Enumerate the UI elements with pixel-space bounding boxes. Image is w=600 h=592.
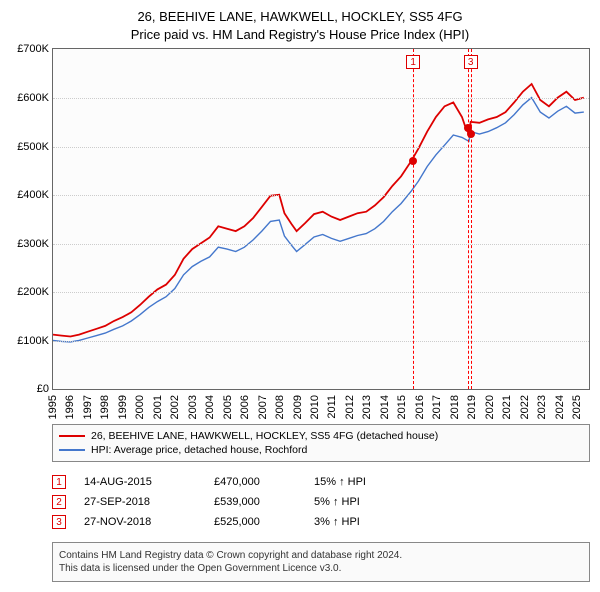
marker-table-row: 1 14-AUG-2015£470,00015% ↑ HPI [52, 472, 590, 492]
xtick-label: 1995 [47, 395, 59, 419]
marker-price: £470,000 [214, 476, 314, 488]
sale-marker-vline [413, 49, 414, 389]
ytick-label: £0 [37, 383, 49, 395]
ytick-label: £500K [17, 141, 49, 153]
series-hpi [53, 98, 584, 342]
legend-swatch [59, 435, 85, 437]
footer-line-1: Contains HM Land Registry data © Crown c… [59, 549, 583, 562]
gridline-h [53, 98, 589, 99]
marker-table-box: 3 [52, 515, 66, 529]
xtick-label: 1996 [64, 395, 76, 419]
sale-marker-vline [468, 49, 469, 389]
xtick-label: 2007 [257, 395, 269, 419]
xtick-label: 2000 [134, 395, 146, 419]
marker-table-row: 3 27-NOV-2018£525,0003% ↑ HPI [52, 512, 590, 532]
xtick-label: 2005 [222, 395, 234, 419]
xtick-label: 2014 [379, 395, 391, 419]
sale-marker-vline [471, 49, 472, 389]
marker-date: 14-AUG-2015 [84, 476, 214, 488]
legend-label: 26, BEEHIVE LANE, HAWKWELL, HOCKLEY, SS5… [91, 430, 438, 442]
marker-price: £539,000 [214, 496, 314, 508]
gridline-h [53, 244, 589, 245]
ytick-label: £300K [17, 238, 49, 250]
xtick-label: 2016 [414, 395, 426, 419]
xtick-label: 2019 [466, 395, 478, 419]
xtick-label: 1998 [99, 395, 111, 419]
chart-container: 26, BEEHIVE LANE, HAWKWELL, HOCKLEY, SS5… [0, 0, 600, 582]
sale-marker-box: 1 [406, 55, 420, 69]
legend-swatch [59, 449, 85, 451]
xtick-label: 2025 [571, 395, 583, 419]
marker-table-box: 2 [52, 495, 66, 509]
gridline-h [53, 195, 589, 196]
xtick-label: 2010 [309, 395, 321, 419]
ytick-label: £200K [17, 286, 49, 298]
plot-area: £0£100K£200K£300K£400K£500K£600K£700K199… [52, 48, 590, 390]
series-property [53, 84, 584, 337]
ytick-label: £700K [17, 43, 49, 55]
xtick-label: 2006 [239, 395, 251, 419]
sale-dot [409, 157, 417, 165]
marker-table-row: 2 27-SEP-2018£539,0005% ↑ HPI [52, 492, 590, 512]
xtick-label: 2001 [152, 395, 164, 419]
xtick-label: 2018 [449, 395, 461, 419]
marker-price: £525,000 [214, 516, 314, 528]
marker-pct: 15% ↑ HPI [314, 476, 414, 488]
gridline-h [53, 341, 589, 342]
gridline-h [53, 147, 589, 148]
ytick-label: £100K [17, 335, 49, 347]
xtick-label: 2008 [274, 395, 286, 419]
ytick-label: £600K [17, 92, 49, 104]
legend-row: 26, BEEHIVE LANE, HAWKWELL, HOCKLEY, SS5… [59, 429, 583, 443]
marker-date: 27-SEP-2018 [84, 496, 214, 508]
xtick-label: 2012 [344, 395, 356, 419]
xtick-label: 2011 [326, 395, 338, 419]
xtick-label: 2017 [431, 395, 443, 419]
xtick-label: 1997 [82, 395, 94, 419]
xtick-label: 2002 [169, 395, 181, 419]
xtick-label: 2009 [292, 395, 304, 419]
marker-table: 1 14-AUG-2015£470,00015% ↑ HPI 2 27-SEP-201… [52, 472, 590, 532]
xtick-label: 1999 [117, 395, 129, 419]
marker-table-box: 1 [52, 475, 66, 489]
xtick-label: 2024 [554, 395, 566, 419]
ytick-label: £400K [17, 189, 49, 201]
footer-line-2: This data is licensed under the Open Gov… [59, 562, 583, 575]
xtick-label: 2020 [484, 395, 496, 419]
xtick-label: 2004 [204, 395, 216, 419]
marker-pct: 5% ↑ HPI [314, 496, 414, 508]
sale-dot [467, 130, 475, 138]
legend-box: 26, BEEHIVE LANE, HAWKWELL, HOCKLEY, SS5… [52, 424, 590, 462]
legend-label: HPI: Average price, detached house, Roch… [91, 444, 307, 456]
xtick-label: 2022 [519, 395, 531, 419]
chart-lines [53, 49, 589, 389]
marker-pct: 3% ↑ HPI [314, 516, 414, 528]
marker-date: 27-NOV-2018 [84, 516, 214, 528]
sale-marker-box: 3 [464, 55, 478, 69]
xtick-label: 2021 [501, 395, 513, 419]
xtick-label: 2013 [361, 395, 373, 419]
footer-box: Contains HM Land Registry data © Crown c… [52, 542, 590, 582]
xtick-label: 2023 [536, 395, 548, 419]
title-line-2: Price paid vs. HM Land Registry's House … [0, 26, 600, 44]
title-line-1: 26, BEEHIVE LANE, HAWKWELL, HOCKLEY, SS5… [0, 8, 600, 26]
legend-row: HPI: Average price, detached house, Roch… [59, 443, 583, 457]
xtick-label: 2015 [396, 395, 408, 419]
gridline-h [53, 292, 589, 293]
title-block: 26, BEEHIVE LANE, HAWKWELL, HOCKLEY, SS5… [0, 0, 600, 48]
xtick-label: 2003 [187, 395, 199, 419]
